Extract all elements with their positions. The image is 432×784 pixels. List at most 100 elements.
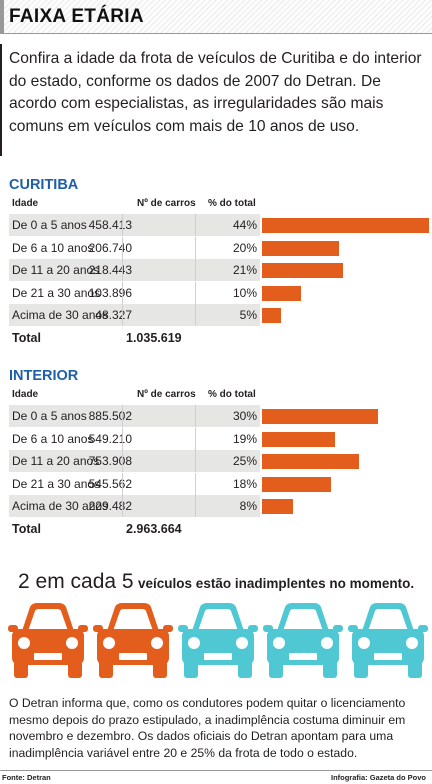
total-row: Total 1.035.619 xyxy=(9,327,429,349)
column-divider xyxy=(122,304,123,327)
percent-label: 18% xyxy=(232,476,257,491)
age-label: Acima de 30 anos xyxy=(12,499,109,514)
age-label: De 6 a 10 anos xyxy=(12,240,94,255)
percent-label: 19% xyxy=(232,431,257,446)
row-shade xyxy=(9,304,260,327)
row-shade xyxy=(9,405,260,427)
bar xyxy=(262,431,336,447)
car-icon xyxy=(93,603,173,678)
count-label: 549.210 xyxy=(88,431,132,446)
percent-label: 8% xyxy=(239,499,257,514)
table-row: De 0 a 5 anos 458.413 44% xyxy=(9,214,429,236)
curitiba-table: CURITIBA Idade Nº de carros % do total D… xyxy=(9,177,429,352)
bar xyxy=(262,285,301,301)
delinquency-stat: 2 em cada 5 veículos estão inadimplentes… xyxy=(18,570,428,594)
column-divider xyxy=(195,450,196,473)
column-divider xyxy=(195,281,196,304)
page-title: FAIXA ETÁRIA xyxy=(9,6,144,27)
footer: Fonte: Detran Infografia: Gazeta do Povo xyxy=(0,770,432,784)
bar xyxy=(262,409,378,424)
percent-label: 21% xyxy=(232,263,257,278)
percent-label: 5% xyxy=(239,308,257,323)
table-row: De 6 a 10 anos 206.740 20% xyxy=(9,236,429,259)
col-header-carros: Nº de carros xyxy=(137,389,196,400)
total-label: Total xyxy=(12,331,41,345)
percent-label: 10% xyxy=(232,285,257,300)
table-row: De 6 a 10 anos 549.210 19% xyxy=(9,427,429,450)
car-icon xyxy=(348,603,428,678)
bar xyxy=(262,308,282,324)
header: FAIXA ETÁRIA xyxy=(0,0,432,34)
age-label: De 21 a 30 anos xyxy=(12,476,101,491)
count-label: 206.740 xyxy=(88,240,132,255)
car-icon xyxy=(8,603,88,678)
age-label: De 11 a 20 anos xyxy=(12,454,100,469)
column-divider xyxy=(122,236,123,259)
car-pictogram xyxy=(8,601,428,681)
col-header-carros: Nº de carros xyxy=(137,198,196,209)
col-header-idade: Idade xyxy=(12,389,39,400)
count-label: 885.502 xyxy=(88,409,132,423)
count-label: 753.908 xyxy=(88,454,132,469)
bar xyxy=(262,218,429,233)
column-divider xyxy=(195,236,196,259)
column-divider xyxy=(195,405,196,427)
total-value: 1.035.619 xyxy=(126,331,182,345)
age-label: Acima de 30 anos xyxy=(12,308,109,323)
interior-table: INTERIOR Idade Nº de carros % do total D… xyxy=(9,368,429,543)
table-row: Acima de 30 anos 48.327 5% xyxy=(9,304,429,327)
header-accent-bar xyxy=(0,0,4,34)
column-divider xyxy=(122,472,123,495)
column-divider xyxy=(195,259,196,282)
row-shade xyxy=(9,214,260,236)
car-icon xyxy=(263,603,343,678)
bar xyxy=(262,454,359,470)
column-divider xyxy=(122,495,123,518)
column-divider xyxy=(122,214,123,236)
row-shade xyxy=(9,259,260,282)
count-label: 545.562 xyxy=(88,476,132,491)
table-row: De 21 a 30 anos 545.562 18% xyxy=(9,472,429,495)
col-header-percent: % do total xyxy=(208,198,256,209)
count-label: 229.482 xyxy=(88,499,132,514)
column-divider xyxy=(195,304,196,327)
column-divider xyxy=(122,427,123,450)
stat-lead: 2 em cada 5 xyxy=(18,570,134,593)
bar xyxy=(262,476,332,492)
table-row: De 11 a 20 anos 753.908 25% xyxy=(9,450,429,473)
credit-text: Infografia: Gazeta do Povo xyxy=(330,773,426,782)
total-label: Total xyxy=(12,522,41,536)
bar xyxy=(262,499,293,515)
section-title: CURITIBA xyxy=(9,177,79,193)
age-label: De 0 a 5 anos xyxy=(12,409,87,423)
column-divider xyxy=(122,259,123,282)
table-row: Acima de 30 anos 229.482 8% xyxy=(9,495,429,518)
row-shade xyxy=(9,495,260,518)
total-row: Total 2.963.664 xyxy=(9,518,429,540)
column-divider xyxy=(195,472,196,495)
percent-label: 44% xyxy=(232,218,257,232)
bar xyxy=(262,240,340,256)
section-title: INTERIOR xyxy=(9,368,79,384)
percent-label: 25% xyxy=(232,454,257,469)
col-header-percent: % do total xyxy=(208,389,256,400)
column-divider xyxy=(122,405,123,427)
percent-label: 30% xyxy=(232,409,257,423)
column-divider xyxy=(122,450,123,473)
table-row: De 11 a 20 anos 218.443 21% xyxy=(9,259,429,282)
table-row: De 0 a 5 anos 885.502 30% xyxy=(9,405,429,427)
age-label: De 11 a 20 anos xyxy=(12,263,100,278)
column-divider xyxy=(195,495,196,518)
column-divider xyxy=(122,281,123,304)
count-label: 218.443 xyxy=(88,263,132,278)
intro-rule xyxy=(0,44,2,156)
bar xyxy=(262,263,344,279)
column-divider xyxy=(195,427,196,450)
intro-text: Confira a idade da frota de veículos de … xyxy=(9,50,422,135)
table-row: De 21 a 30 anos 103.896 10% xyxy=(9,281,429,304)
column-divider xyxy=(195,214,196,236)
age-label: De 21 a 30 anos xyxy=(12,285,101,300)
source-text: Fonte: Detran xyxy=(2,773,51,782)
stat-text: veículos estão inadimplentes no momento. xyxy=(138,576,415,591)
percent-label: 20% xyxy=(232,240,257,255)
